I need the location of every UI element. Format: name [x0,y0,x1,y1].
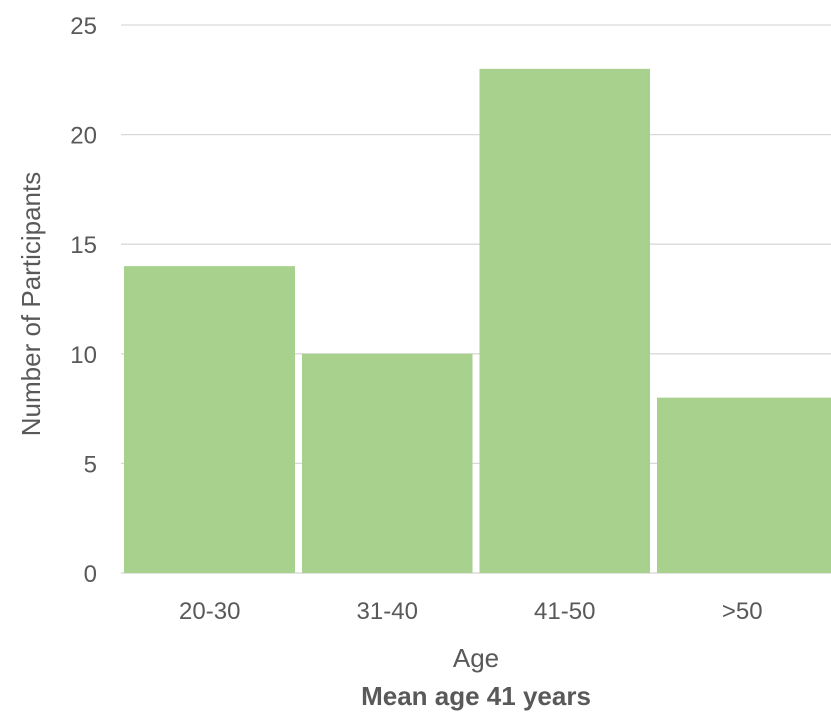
bars [124,68,831,573]
y-tick-label: 20 [70,123,97,150]
y-tick-label: 25 [70,13,97,40]
x-axis-title: Age [453,643,499,673]
bar->50 [657,397,831,573]
x-tick-label: 20-30 [179,598,240,625]
bar-41-50 [479,68,650,573]
x-axis-ticks: 20-30 31-40 41-50 >50 [179,598,763,625]
bar-31-40 [302,353,473,573]
x-tick-label: >50 [722,598,763,625]
x-tick-label: 41-50 [534,598,595,625]
x-tick-label: 31-40 [357,598,418,625]
y-axis-title: Number of Participants [16,172,46,436]
y-tick-label: 0 [84,561,97,588]
y-axis-ticks: 0 5 10 15 20 25 [70,13,97,588]
bar-20-30 [124,266,295,573]
y-tick-label: 15 [70,232,97,259]
y-tick-label: 10 [70,342,97,369]
y-tick-label: 5 [84,451,97,478]
chart-subtitle: Mean age 41 years [361,681,591,711]
